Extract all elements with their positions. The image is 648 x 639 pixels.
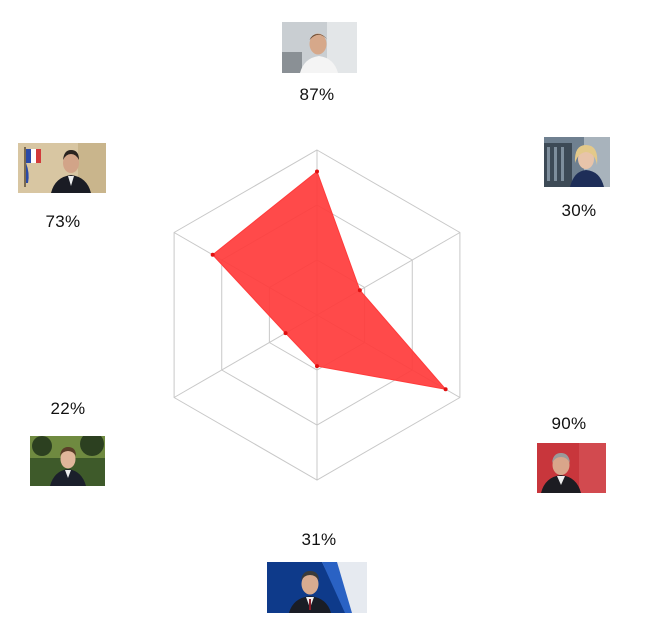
radar-point-3	[315, 364, 319, 369]
candidate-photo-upper-left	[18, 143, 106, 193]
radar-series	[210, 169, 448, 392]
radar-point-2	[443, 387, 448, 392]
percent-label-top: 87%	[299, 85, 335, 104]
radar-point-4	[283, 331, 288, 336]
radar-point-5	[210, 252, 215, 257]
candidate-photo-top	[282, 22, 357, 73]
radar-point-0	[315, 169, 319, 174]
percent-label-bottom: 31%	[301, 530, 337, 549]
candidate-photo-upper-right	[544, 137, 610, 187]
percent-label-upper-right: 30%	[561, 201, 597, 220]
percent-label-lower-right: 90%	[551, 414, 587, 433]
candidate-photo-lower-left	[30, 436, 105, 486]
radar-point-1	[357, 288, 362, 293]
percent-label-lower-left: 22%	[50, 399, 86, 418]
candidate-photo-lower-right	[537, 443, 606, 493]
percent-label-upper-left: 73%	[45, 212, 81, 231]
candidate-photo-bottom	[267, 562, 367, 613]
